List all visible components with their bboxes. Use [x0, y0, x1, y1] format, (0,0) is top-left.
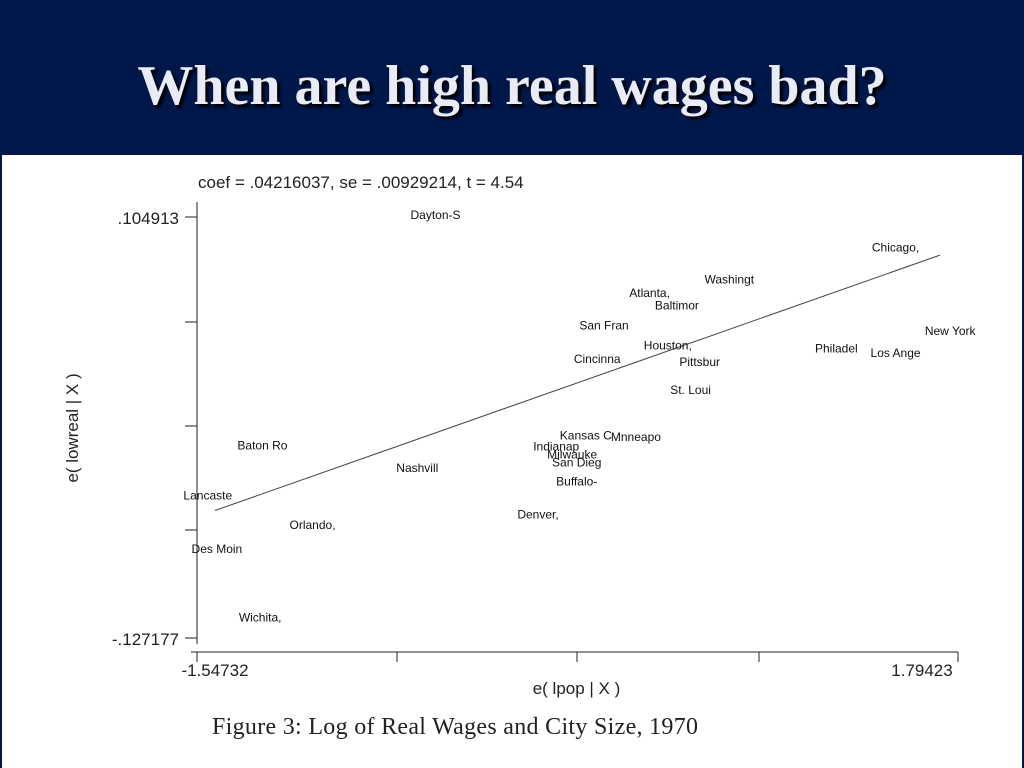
data-point-label: Baltimor [655, 299, 699, 313]
data-point-label: Philadel [815, 341, 858, 355]
data-point-label: Los Ange [871, 346, 921, 360]
data-point-label: Nashvill [396, 461, 438, 475]
data-point-label: Indianap [533, 439, 579, 453]
y-tick-label-top: .104913 [118, 209, 179, 228]
data-point-label: Kansas C [560, 428, 612, 442]
data-point-label: Washingt [705, 272, 755, 286]
y-tick-label-bottom: -.127177 [112, 630, 179, 649]
data-point-label: Baton Ro [237, 438, 287, 452]
x-tick-label-left: -1.54732 [181, 661, 248, 680]
data-point-label: St. Loui [670, 383, 711, 397]
data-point-label: Mnneapo [611, 430, 661, 444]
data-point-label: Cincinna [574, 352, 621, 366]
data-point-label: San Dieg [552, 456, 601, 470]
data-point-label: San Fran [579, 319, 628, 333]
data-point-label: New York [925, 324, 977, 338]
y-axis-title: e( lowreal | X ) [63, 373, 82, 482]
x-axis-title: e( lpop | X ) [533, 679, 621, 698]
slide-title: When are high real wages bad? [137, 55, 887, 117]
data-point-label: Chicago, [872, 241, 919, 255]
title-bar: When are high real wages bad? [0, 0, 1024, 155]
x-tick-label-right: 1.79423 [891, 661, 952, 680]
data-point-label: Atlanta, [629, 286, 670, 300]
data-point-label: Buffalo- [556, 475, 597, 489]
figure-caption: Figure 3: Log of Real Wages and City Siz… [212, 714, 699, 740]
data-point-label: Dayton-S [410, 208, 460, 222]
fit-line [214, 254, 941, 511]
chart-title: coef = .04216037, se = .00929214, t = 4.… [198, 173, 524, 192]
data-point-label: Milwauke [547, 447, 597, 461]
data-point-label: Orlando, [290, 518, 336, 532]
data-point-label: Lancaste [183, 488, 232, 502]
data-point-label: Denver, [517, 507, 558, 521]
data-point-label: Houston, [644, 339, 692, 353]
data-point-label: Wichita, [239, 611, 282, 625]
data-point-label: Des Moin [192, 542, 243, 556]
data-point-label: Pittsbur [679, 355, 720, 369]
